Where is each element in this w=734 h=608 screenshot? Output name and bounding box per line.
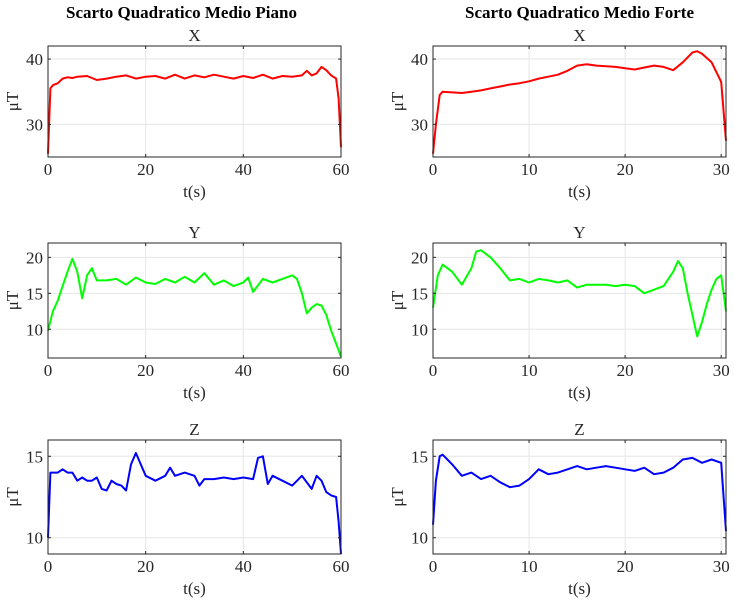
y-tick-label: 20 — [411, 248, 428, 267]
subplot-2: 0 10 20 30 30 40 Xt(s) μT — [388, 26, 730, 201]
x-tick-label: 20 — [617, 557, 634, 576]
subplot-title: X — [573, 26, 585, 45]
axes-box — [432, 439, 727, 555]
axes-box — [47, 242, 342, 359]
column-title-right: Scarto Quadratico Medio Forte — [465, 3, 694, 22]
y-tick-label: 10 — [411, 529, 428, 548]
data-line — [47, 65, 342, 154]
y-tick-label: 40 — [411, 50, 428, 69]
x-tick-label: 0 — [429, 160, 438, 179]
x-axis-label: t(s) — [183, 579, 206, 598]
x-axis-label: t(s) — [183, 383, 206, 402]
y-axis-label: μT — [3, 487, 22, 507]
y-tick-label: 10 — [411, 320, 428, 339]
axes-box — [47, 439, 342, 555]
x-tick-label: 0 — [429, 557, 438, 576]
subplot-title: X — [188, 26, 200, 45]
x-tick-label: 0 — [44, 160, 53, 179]
x-tick-label: 30 — [713, 160, 730, 179]
y-tick-label: 40 — [26, 50, 43, 69]
x-axis-label: t(s) — [568, 579, 591, 598]
x-tick-label: 40 — [235, 361, 252, 380]
y-axis-label: μT — [3, 290, 22, 310]
x-tick-label: 60 — [333, 557, 350, 576]
axes-box — [47, 45, 342, 158]
subplot-4: 0 10 20 30 10 15 20 Yt(s) μT — [388, 223, 730, 402]
y-tick-label: 10 — [26, 320, 43, 339]
y-axis-label: μT — [388, 487, 407, 507]
data-line — [432, 50, 727, 154]
axes-box — [432, 45, 727, 158]
y-tick-label: 15 — [411, 284, 428, 303]
x-tick-label: 0 — [429, 361, 438, 380]
x-axis-label: t(s) — [183, 182, 206, 201]
data-line — [432, 249, 727, 338]
x-tick-label: 60 — [333, 361, 350, 380]
x-tick-label: 60 — [333, 160, 350, 179]
plot-area — [48, 46, 341, 157]
y-tick-label: 30 — [411, 115, 428, 134]
x-axis-label: t(s) — [568, 182, 591, 201]
x-tick-label: 30 — [713, 361, 730, 380]
y-tick-label: 20 — [26, 248, 43, 267]
plot-area — [433, 440, 726, 554]
y-axis-label: μT — [388, 91, 407, 111]
y-tick-label: 15 — [26, 447, 43, 466]
plot-area — [433, 243, 726, 358]
data-line — [47, 452, 342, 555]
x-tick-label: 20 — [137, 160, 154, 179]
x-tick-label: 20 — [137, 557, 154, 576]
x-tick-label: 20 — [617, 160, 634, 179]
subplot-3: 0 20 40 60 10 15 20 Yt(s) μT — [3, 223, 350, 402]
x-tick-label: 40 — [235, 557, 252, 576]
x-tick-label: 0 — [44, 557, 53, 576]
subplot-5: 0 20 40 60 10 15 Zt(s) μT — [3, 420, 350, 598]
subplot-1: 0 20 40 60 30 40 Xt(s) μT — [3, 26, 350, 201]
x-tick-label: 40 — [235, 160, 252, 179]
subplot-title: Z — [574, 420, 584, 439]
x-tick-label: 10 — [521, 557, 538, 576]
subplot-title: Y — [188, 223, 200, 242]
axes-box — [432, 242, 727, 359]
x-tick-label: 20 — [137, 361, 154, 380]
plot-area — [48, 440, 341, 554]
column-title-left: Scarto Quadratico Medio Piano — [66, 3, 297, 22]
x-tick-label: 0 — [44, 361, 53, 380]
plot-area — [48, 243, 341, 358]
x-tick-label: 10 — [521, 361, 538, 380]
y-tick-label: 15 — [411, 447, 428, 466]
y-axis-label: μT — [388, 290, 407, 310]
subplot-title: Z — [189, 420, 199, 439]
x-tick-label: 20 — [617, 361, 634, 380]
subplot-title: Y — [573, 223, 585, 242]
y-axis-label: μT — [3, 91, 22, 111]
data-line — [47, 257, 342, 357]
x-tick-label: 30 — [713, 557, 730, 576]
x-axis-label: t(s) — [568, 383, 591, 402]
x-tick-label: 10 — [521, 160, 538, 179]
y-tick-label: 30 — [26, 115, 43, 134]
y-tick-label: 15 — [26, 284, 43, 303]
y-tick-label: 10 — [26, 529, 43, 548]
data-line — [432, 453, 727, 532]
